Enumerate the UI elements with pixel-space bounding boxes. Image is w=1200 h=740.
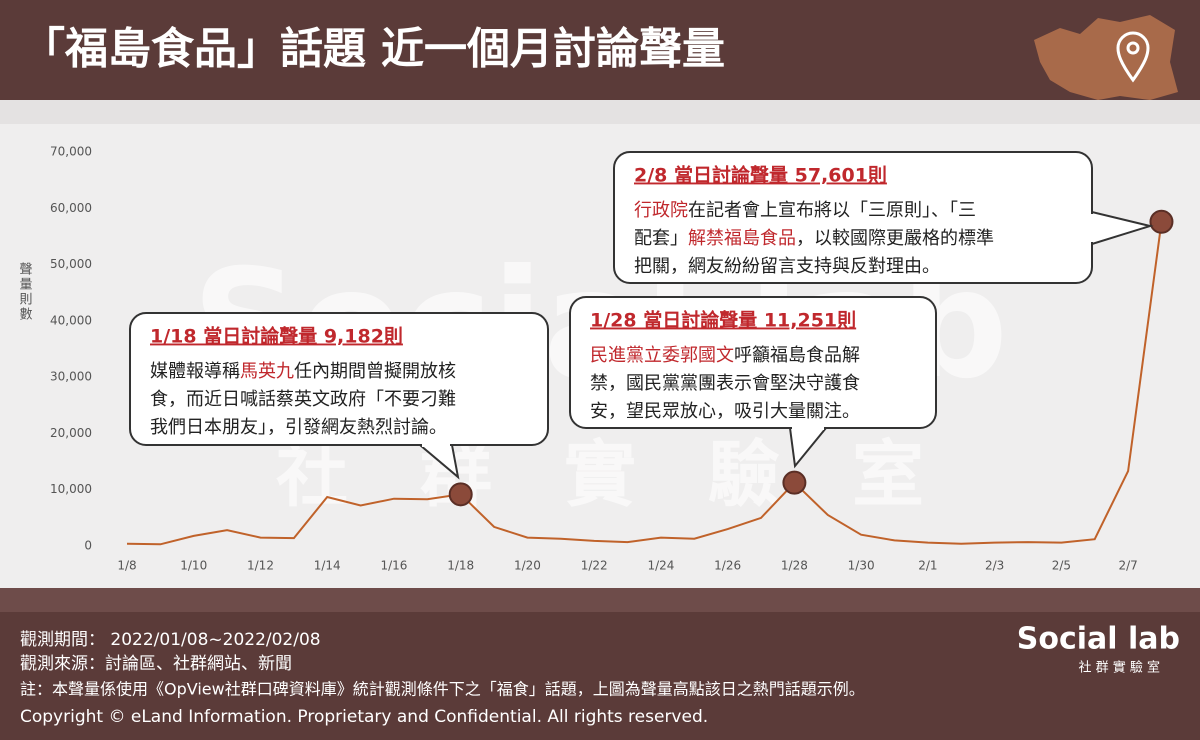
x-tick-label: 1/24	[647, 559, 674, 573]
copyright: Copyright © eLand Information. Proprieta…	[20, 707, 708, 727]
callout-title: 1/28 當日討論聲量 11,251則	[590, 309, 856, 332]
header	[0, 0, 1200, 100]
callout-text: 行政院	[634, 200, 688, 221]
x-tick-label: 1/14	[314, 559, 341, 573]
map-icon	[1034, 15, 1178, 100]
header-strip	[0, 100, 1200, 124]
callout-line: 民進黨立委郭國文呼籲福島食品解	[590, 345, 860, 366]
callout-title: 1/18 當日討論聲量 9,182則	[150, 325, 403, 348]
x-tick-label: 2/3	[985, 559, 1004, 573]
x-tick-label: 1/8	[117, 559, 136, 573]
callout-line: 配套」解禁福島食品，以較國際更嚴格的標準	[634, 228, 994, 249]
x-tick-label: 2/7	[1118, 559, 1137, 573]
highlight-marker	[782, 470, 807, 495]
callout-text: 把關，網友紛紛留言支持與反對理由。	[634, 256, 940, 277]
footer	[0, 612, 1200, 740]
footer-note: 註：本聲量係使用《OpView社群口碑資料庫》統計觀測條件下之「福食」話題，上圖…	[20, 680, 865, 699]
x-tick-label: 1/22	[581, 559, 608, 573]
callout-text: 我們日本朋友」，引發網友熱烈討論。	[150, 417, 447, 438]
callout-text: 食，而近日喊話蔡英文政府「不要刁難	[150, 389, 456, 410]
callout-line: 媒體報導稱馬英九任內期間曾擬開放核	[150, 361, 456, 382]
y-tick-label: 0	[84, 539, 92, 553]
footer-text: 觀測期間： 2022/01/08~2022/02/08 觀測來源：討論區、社群網…	[20, 622, 1180, 728]
callout-line: 把關，網友紛紛留言支持與反對理由。	[634, 256, 940, 277]
callout: 1/28 當日討論聲量 11,251則民進黨立委郭國文呼籲福島食品解禁，國民黨黨…	[569, 296, 937, 469]
callout-line: 安，望民眾放心，吸引大量關注。	[590, 401, 860, 422]
callout-text: ，以較國際更嚴格的標準	[796, 228, 994, 249]
highlight-marker	[1149, 209, 1174, 234]
logo-subtitle: 社 群 實 驗 室	[1078, 660, 1160, 676]
callout-text: 民進黨立委郭國文	[590, 345, 734, 366]
x-tick-label: 1/12	[247, 559, 274, 573]
callout-line: 行政院在記者會上宣布將以「三原則」、「三	[634, 200, 976, 221]
callout-text: 呼籲福島食品解	[734, 345, 860, 366]
y-tick-label: 30,000	[50, 370, 92, 384]
callout-text: 馬英九	[240, 361, 294, 382]
callout-line: 禁，國民黨黨團表示會堅決守護食	[590, 373, 860, 394]
x-tick-label: 2/5	[1052, 559, 1071, 573]
logo: Social lab	[1017, 622, 1180, 657]
y-tick-label: 50,000	[50, 257, 92, 271]
callout-text: 安，望民眾放心，吸引大量關注。	[590, 401, 860, 422]
y-tick-label: 70,000	[50, 145, 92, 159]
callout-title: 2/8 當日討論聲量 57,601則	[634, 164, 887, 187]
callout: 1/18 當日討論聲量 9,182則媒體報導稱馬英九任內期間曾擬開放核食，而近日…	[129, 312, 549, 480]
x-tick-label: 1/20	[514, 559, 541, 573]
callout-text: 任內期間曾擬開放核	[294, 361, 456, 382]
highlight-marker	[448, 482, 473, 507]
x-tick-label: 1/30	[848, 559, 875, 573]
x-tick-label: 1/26	[714, 559, 741, 573]
y-tick-label: 20,000	[50, 426, 92, 440]
callout-line: 食，而近日喊話蔡英文政府「不要刁難	[150, 389, 456, 410]
x-tick-label: 1/28	[781, 559, 808, 573]
footer-strip	[0, 588, 1200, 612]
x-tick-label: 2/1	[918, 559, 937, 573]
y-tick-label: 10,000	[50, 482, 92, 496]
callout-line: 我們日本朋友」，引發網友熱烈討論。	[150, 417, 447, 438]
chart-title: 「福島食品」話題 近一個月討論聲量	[22, 25, 725, 75]
y-tick-label: 60,000	[50, 201, 92, 215]
y-tick-label: 40,000	[50, 313, 92, 327]
callout-text: 媒體報導稱	[150, 361, 240, 382]
y-axis-label: 聲量則數	[17, 261, 33, 322]
footer-note: 觀測期間： 2022/01/08~2022/02/08	[20, 630, 321, 650]
callout-text: 解禁福島食品	[688, 228, 796, 249]
x-tick-label: 1/18	[447, 559, 474, 573]
callout-text: 在記者會上宣布將以「三原則」、「三	[688, 200, 976, 221]
callout-box	[569, 296, 937, 429]
callout: 2/8 當日討論聲量 57,601則行政院在記者會上宣布將以「三原則」、「三配套…	[613, 151, 1154, 284]
callout-box	[129, 312, 549, 446]
x-tick-label: 1/16	[380, 559, 407, 573]
x-tick-label: 1/10	[180, 559, 207, 573]
callout-text: 禁，國民黨黨團表示會堅決守護食	[590, 373, 860, 394]
callout-text: 配套」	[634, 228, 688, 249]
line	[126, 221, 1163, 546]
footer-note: 觀測來源：討論區、社群網站、新聞	[20, 654, 292, 674]
